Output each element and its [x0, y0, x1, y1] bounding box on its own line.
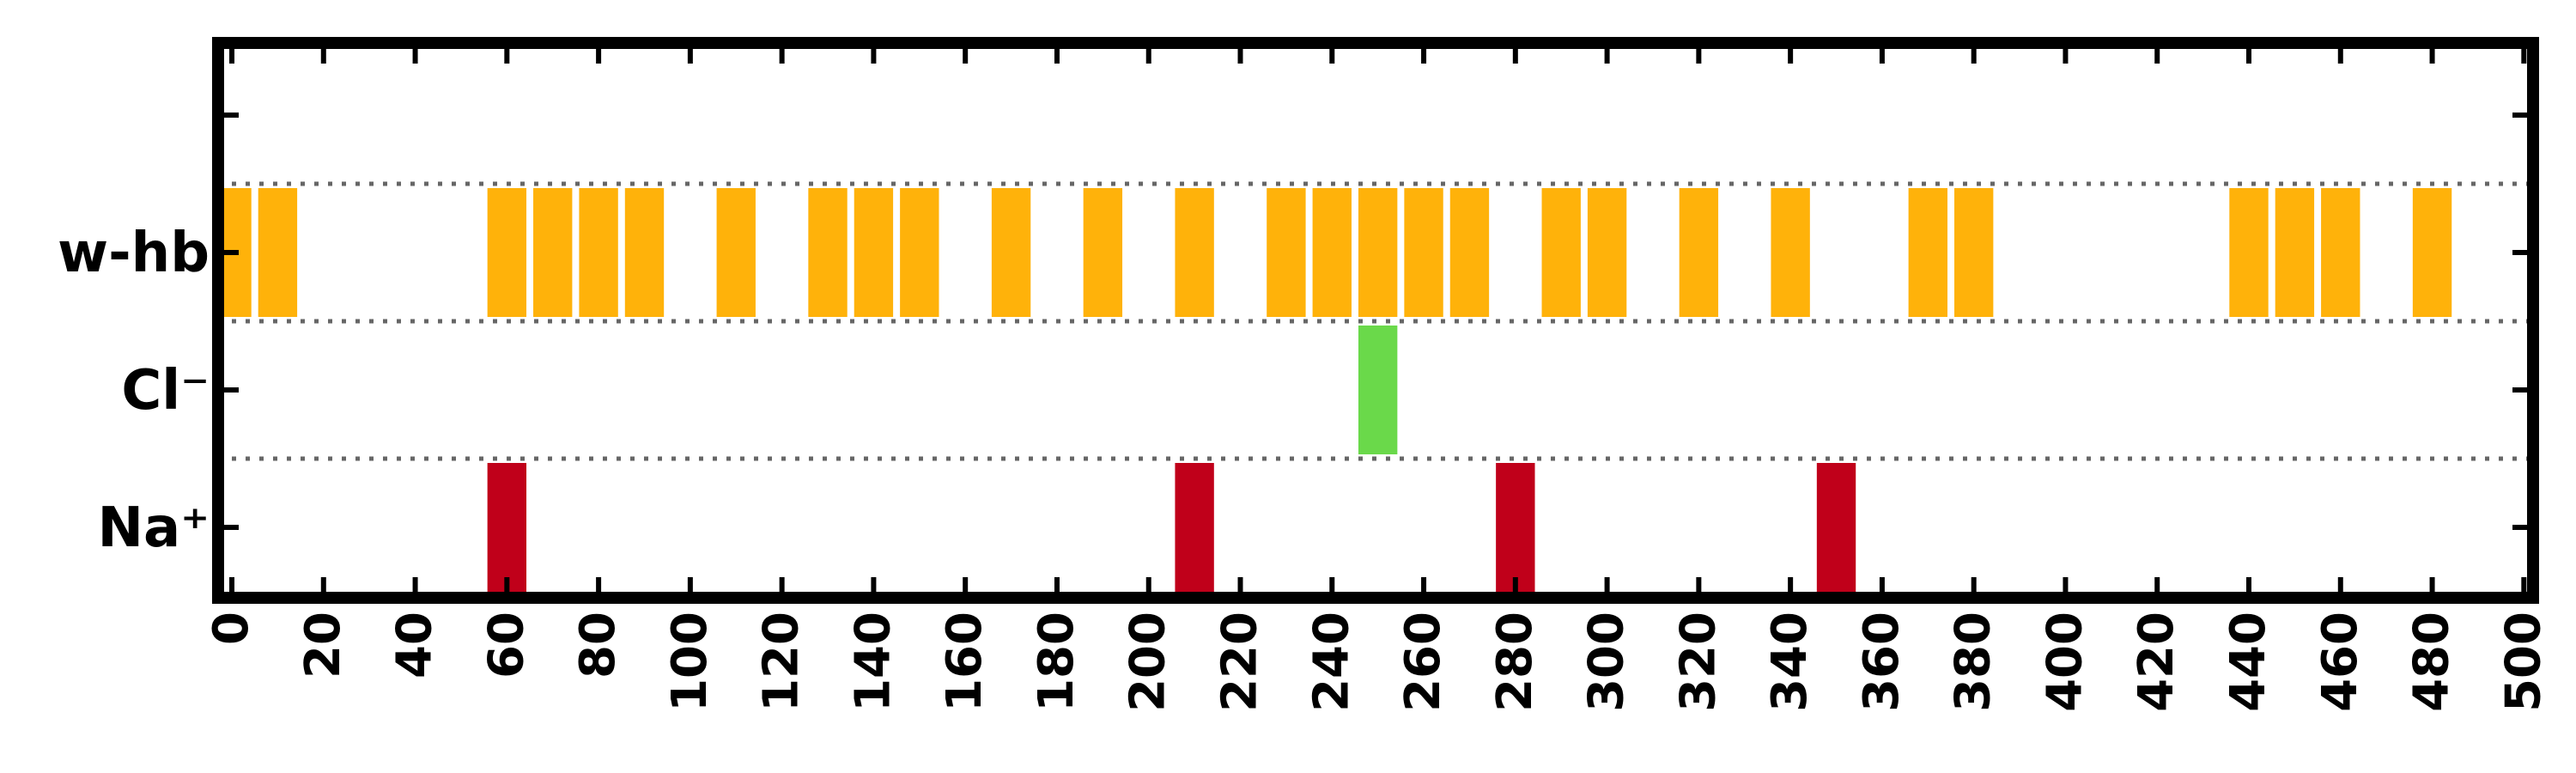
x-tick-label: 160 [937, 612, 993, 712]
event-bar [900, 188, 939, 317]
event-bar [579, 188, 618, 317]
event-bar [487, 463, 527, 592]
x-tick-label: 300 [1579, 612, 1635, 712]
event-bars [212, 188, 2452, 592]
x-tick-label: 20 [295, 612, 351, 679]
event-bar [1908, 188, 1947, 317]
x-tick-label: 440 [2221, 612, 2276, 712]
x-tick-label: 360 [1854, 612, 1910, 712]
x-tick-label: 260 [1395, 612, 1451, 712]
x-tick-label: 0 [204, 612, 259, 645]
event-bar [1404, 188, 1443, 317]
event-bar [1083, 188, 1123, 317]
event-bar [533, 188, 573, 317]
event-bar [854, 188, 894, 317]
x-tick-label: 480 [2404, 612, 2460, 712]
y-tick-label: w-hb [58, 222, 210, 285]
event-bar [258, 188, 298, 317]
x-tick-label: 60 [478, 612, 534, 679]
event-bar [1679, 188, 1719, 317]
event-bar [808, 188, 848, 317]
x-tick-label: 460 [2312, 612, 2368, 712]
x-tick-label: 420 [2129, 612, 2184, 712]
event-bar [991, 188, 1031, 317]
x-tick-label: 80 [570, 612, 626, 679]
x-tick-label: 280 [1487, 612, 1543, 712]
event-bar [1771, 188, 1810, 317]
event-bar [716, 188, 756, 317]
x-tick-label: 220 [1212, 612, 1268, 712]
x-tick-label: 40 [387, 612, 443, 679]
x-tick-label: 240 [1303, 612, 1359, 712]
x-tick-label: 400 [2037, 612, 2093, 712]
x-tick-label: 120 [754, 612, 810, 712]
row-separator-grid [218, 181, 2533, 461]
event-bar [1816, 463, 1856, 592]
x-tick-label: 180 [1029, 612, 1084, 712]
x-tick-label: 200 [1121, 612, 1176, 712]
event-bar [1496, 463, 1535, 592]
x-tick-label: 320 [1670, 612, 1726, 712]
x-tick-label: 100 [662, 612, 718, 712]
event-bar [2275, 188, 2315, 317]
x-tick-label: 340 [1762, 612, 1818, 712]
y-tick-label: Na⁺ [97, 496, 210, 560]
event-bar [1587, 188, 1627, 317]
event-bar [1541, 188, 1581, 317]
event-bar [487, 188, 527, 317]
event-bar [624, 188, 665, 317]
event-bar [1358, 188, 1398, 317]
event-bar [1175, 188, 1214, 317]
event-bar [2229, 188, 2269, 317]
event-bar [1954, 188, 1994, 317]
plot-frame [212, 37, 2539, 604]
y-tick-labels: w-hb Cl⁻ Na⁺ [58, 222, 210, 560]
event-bar [1175, 463, 1214, 592]
event-bar [1312, 188, 1352, 317]
x-tick-label: 380 [1946, 612, 2002, 712]
x-tick-label: 500 [2495, 612, 2551, 712]
x-tick-labels: 0 20 40 60 80 100 120 140 160 180 200 220 240 260 280 3… [204, 612, 2551, 712]
event-bar [1267, 188, 1306, 317]
x-tick-label: 140 [845, 612, 901, 712]
event-bar [2321, 188, 2360, 317]
event-bar [1358, 326, 1398, 454]
event-bar [2412, 188, 2452, 317]
y-tick-label: Cl⁻ [121, 359, 210, 423]
event-bar [1449, 188, 1490, 317]
